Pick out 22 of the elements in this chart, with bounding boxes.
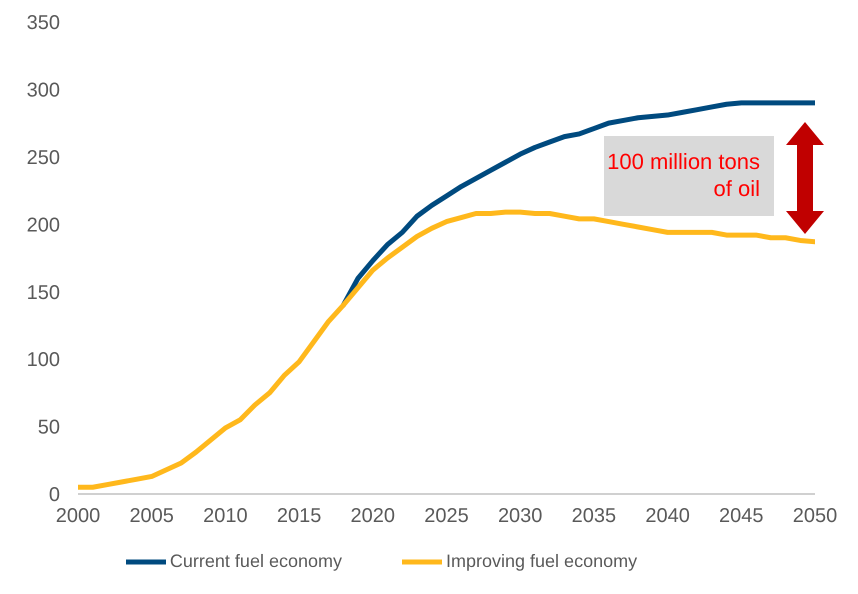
- y-tick-label: 50: [38, 416, 60, 439]
- y-tick-label: 150: [26, 282, 60, 304]
- x-tick-label: 2035: [572, 505, 616, 528]
- y-tick-label: 100: [26, 349, 60, 372]
- y-tick-label: 0: [48, 484, 60, 506]
- x-tick-label: 2005: [129, 505, 174, 528]
- y-tick-label: 200: [26, 214, 60, 236]
- x-tick-label: 2045: [719, 505, 764, 528]
- x-tick-label: 2010: [203, 505, 248, 528]
- x-tick-label: 2050: [792, 505, 838, 528]
- legend-label: Current fuel economy: [170, 550, 342, 571]
- x-tick-label: 2000: [56, 505, 100, 528]
- x-tick-label: 2020: [350, 505, 396, 528]
- x-tick-label: 2040: [645, 505, 690, 528]
- y-tick-label: 350: [26, 12, 60, 34]
- x-tick-label: 2025: [424, 505, 469, 528]
- y-tick-label: 300: [26, 80, 60, 102]
- y-tick-label: 250: [26, 146, 60, 169]
- legend-label: Improving fuel economy: [446, 550, 638, 571]
- annotation: 100 million tons of oil: [604, 136, 774, 216]
- x-tick-label: 2015: [276, 505, 322, 528]
- x-tick-label: 2030: [498, 505, 542, 528]
